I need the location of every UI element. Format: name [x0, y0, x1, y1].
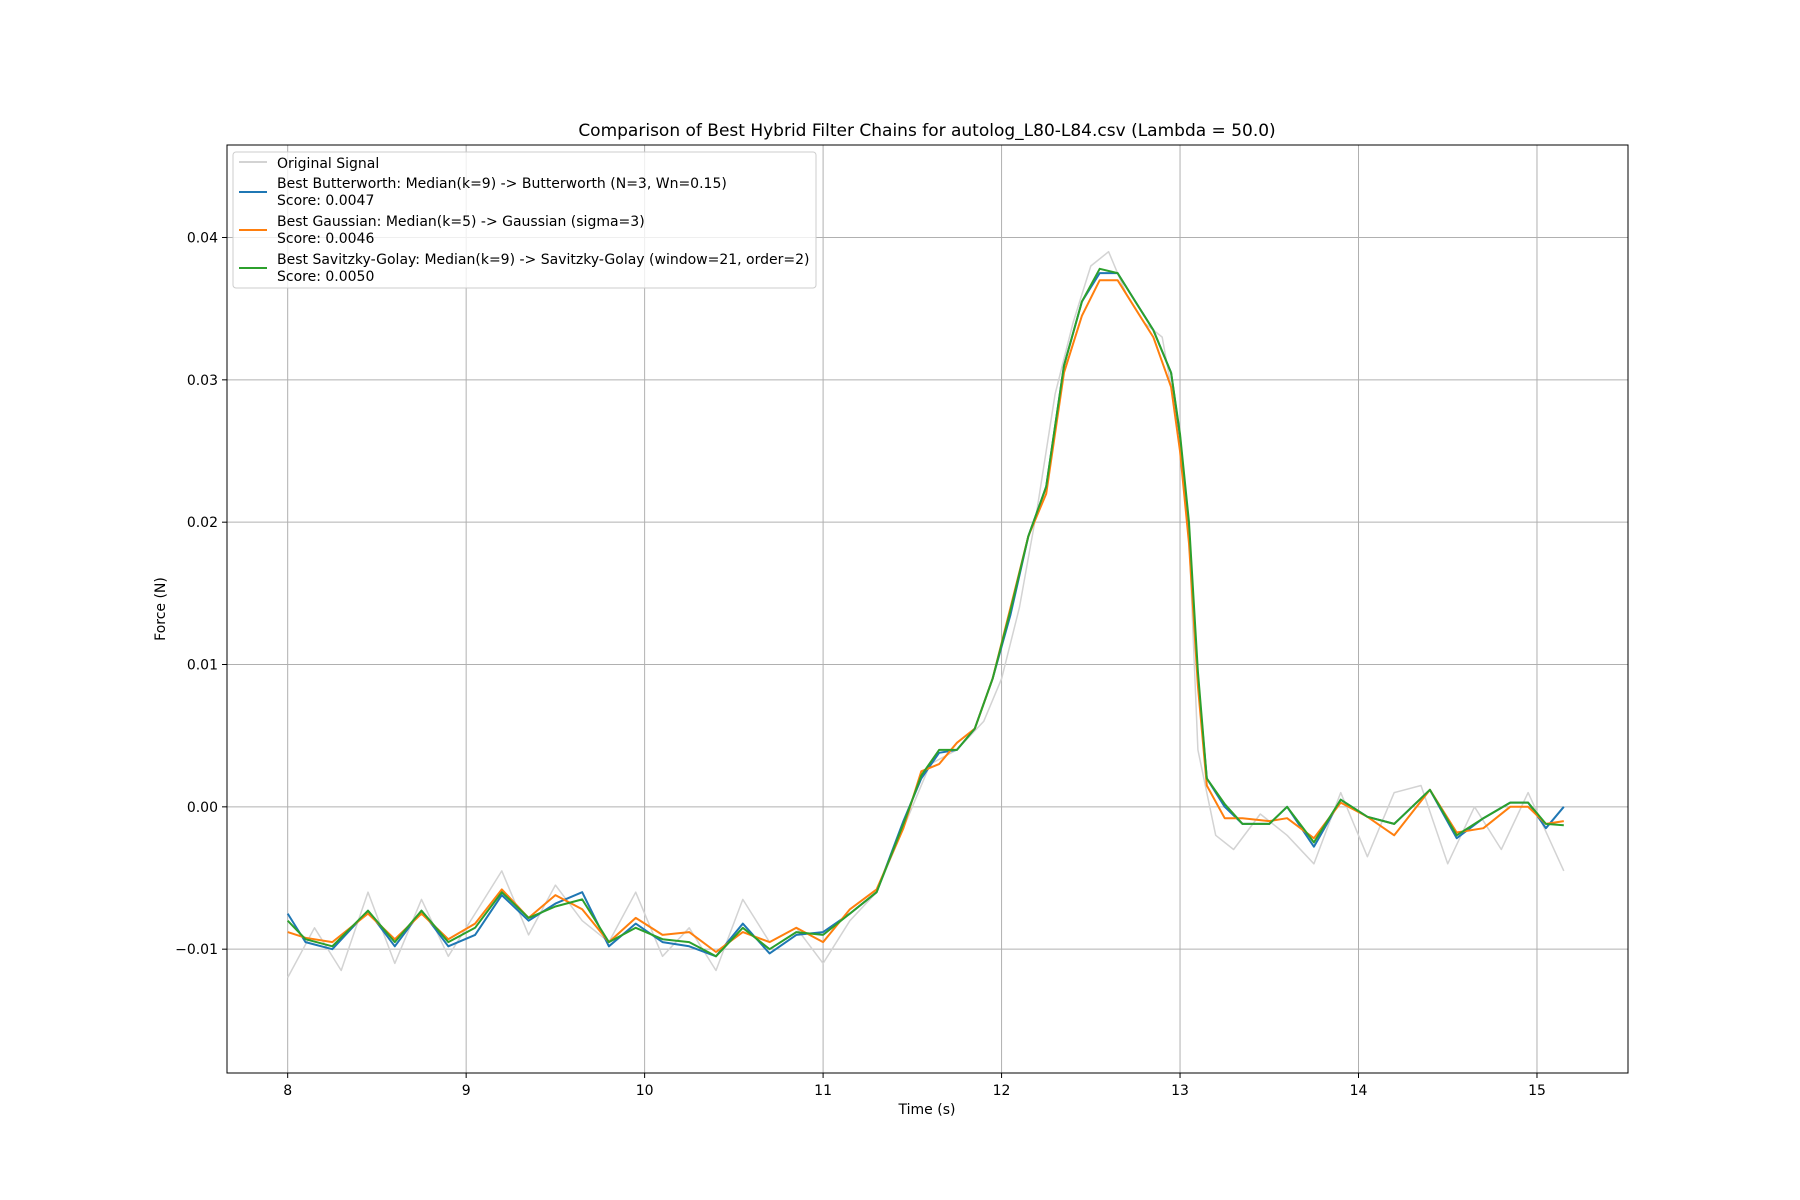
x-tick-label: 11	[814, 1083, 832, 1099]
legend-score-savgol: Score: 0.0050	[277, 269, 374, 285]
x-tick-label: 14	[1350, 1083, 1368, 1099]
x-tick-label: 8	[283, 1083, 292, 1099]
y-tick-label: 0.02	[187, 515, 218, 531]
x-tick-label: 9	[462, 1083, 471, 1099]
series-layer	[286, 250, 1565, 978]
x-tick-label: 13	[1171, 1083, 1189, 1099]
y-tick-label: 0.00	[187, 800, 218, 816]
legend-box	[232, 151, 817, 289]
legend-score-gaussian: Score: 0.0046	[277, 231, 374, 247]
x-tick-label: 15	[1528, 1083, 1546, 1099]
y-tick-label: −0.01	[175, 942, 218, 958]
y-tick-label: 0.03	[187, 373, 218, 389]
legend-label-gaussian: Best Gaussian: Median(k=5) -> Gaussian (…	[277, 214, 645, 230]
legend-label-butterworth: Best Butterworth: Median(k=9) -> Butterw…	[277, 176, 727, 192]
ticks-layer: 8 9 10 11 12 13 14 15 −0.01 0.00 0.01 0.02 0.03 0.04	[175, 231, 1546, 1099]
legend: Original Signal Best Butterworth: Median…	[232, 151, 817, 289]
y-tick-label: 0.04	[187, 231, 218, 247]
x-tick-label: 12	[993, 1083, 1011, 1099]
plot-frame	[226, 144, 1629, 1074]
x-axis-label: Time (s)	[898, 1102, 956, 1118]
grid-layer	[227, 145, 1628, 1073]
y-axis-label: Force (N)	[153, 577, 169, 641]
chart-title: Comparison of Best Hybrid Filter Chains …	[578, 121, 1275, 141]
legend-label-savgol: Best Savitzky-Golay: Median(k=9) -> Savi…	[277, 252, 810, 268]
series-savitzky-golay	[286, 267, 1564, 958]
legend-label-original: Original Signal	[277, 156, 379, 172]
legend-score-butterworth: Score: 0.0047	[277, 193, 374, 209]
x-tick-label: 10	[636, 1083, 654, 1099]
series-original-signal	[287, 250, 1565, 978]
y-tick-label: 0.01	[187, 658, 218, 674]
